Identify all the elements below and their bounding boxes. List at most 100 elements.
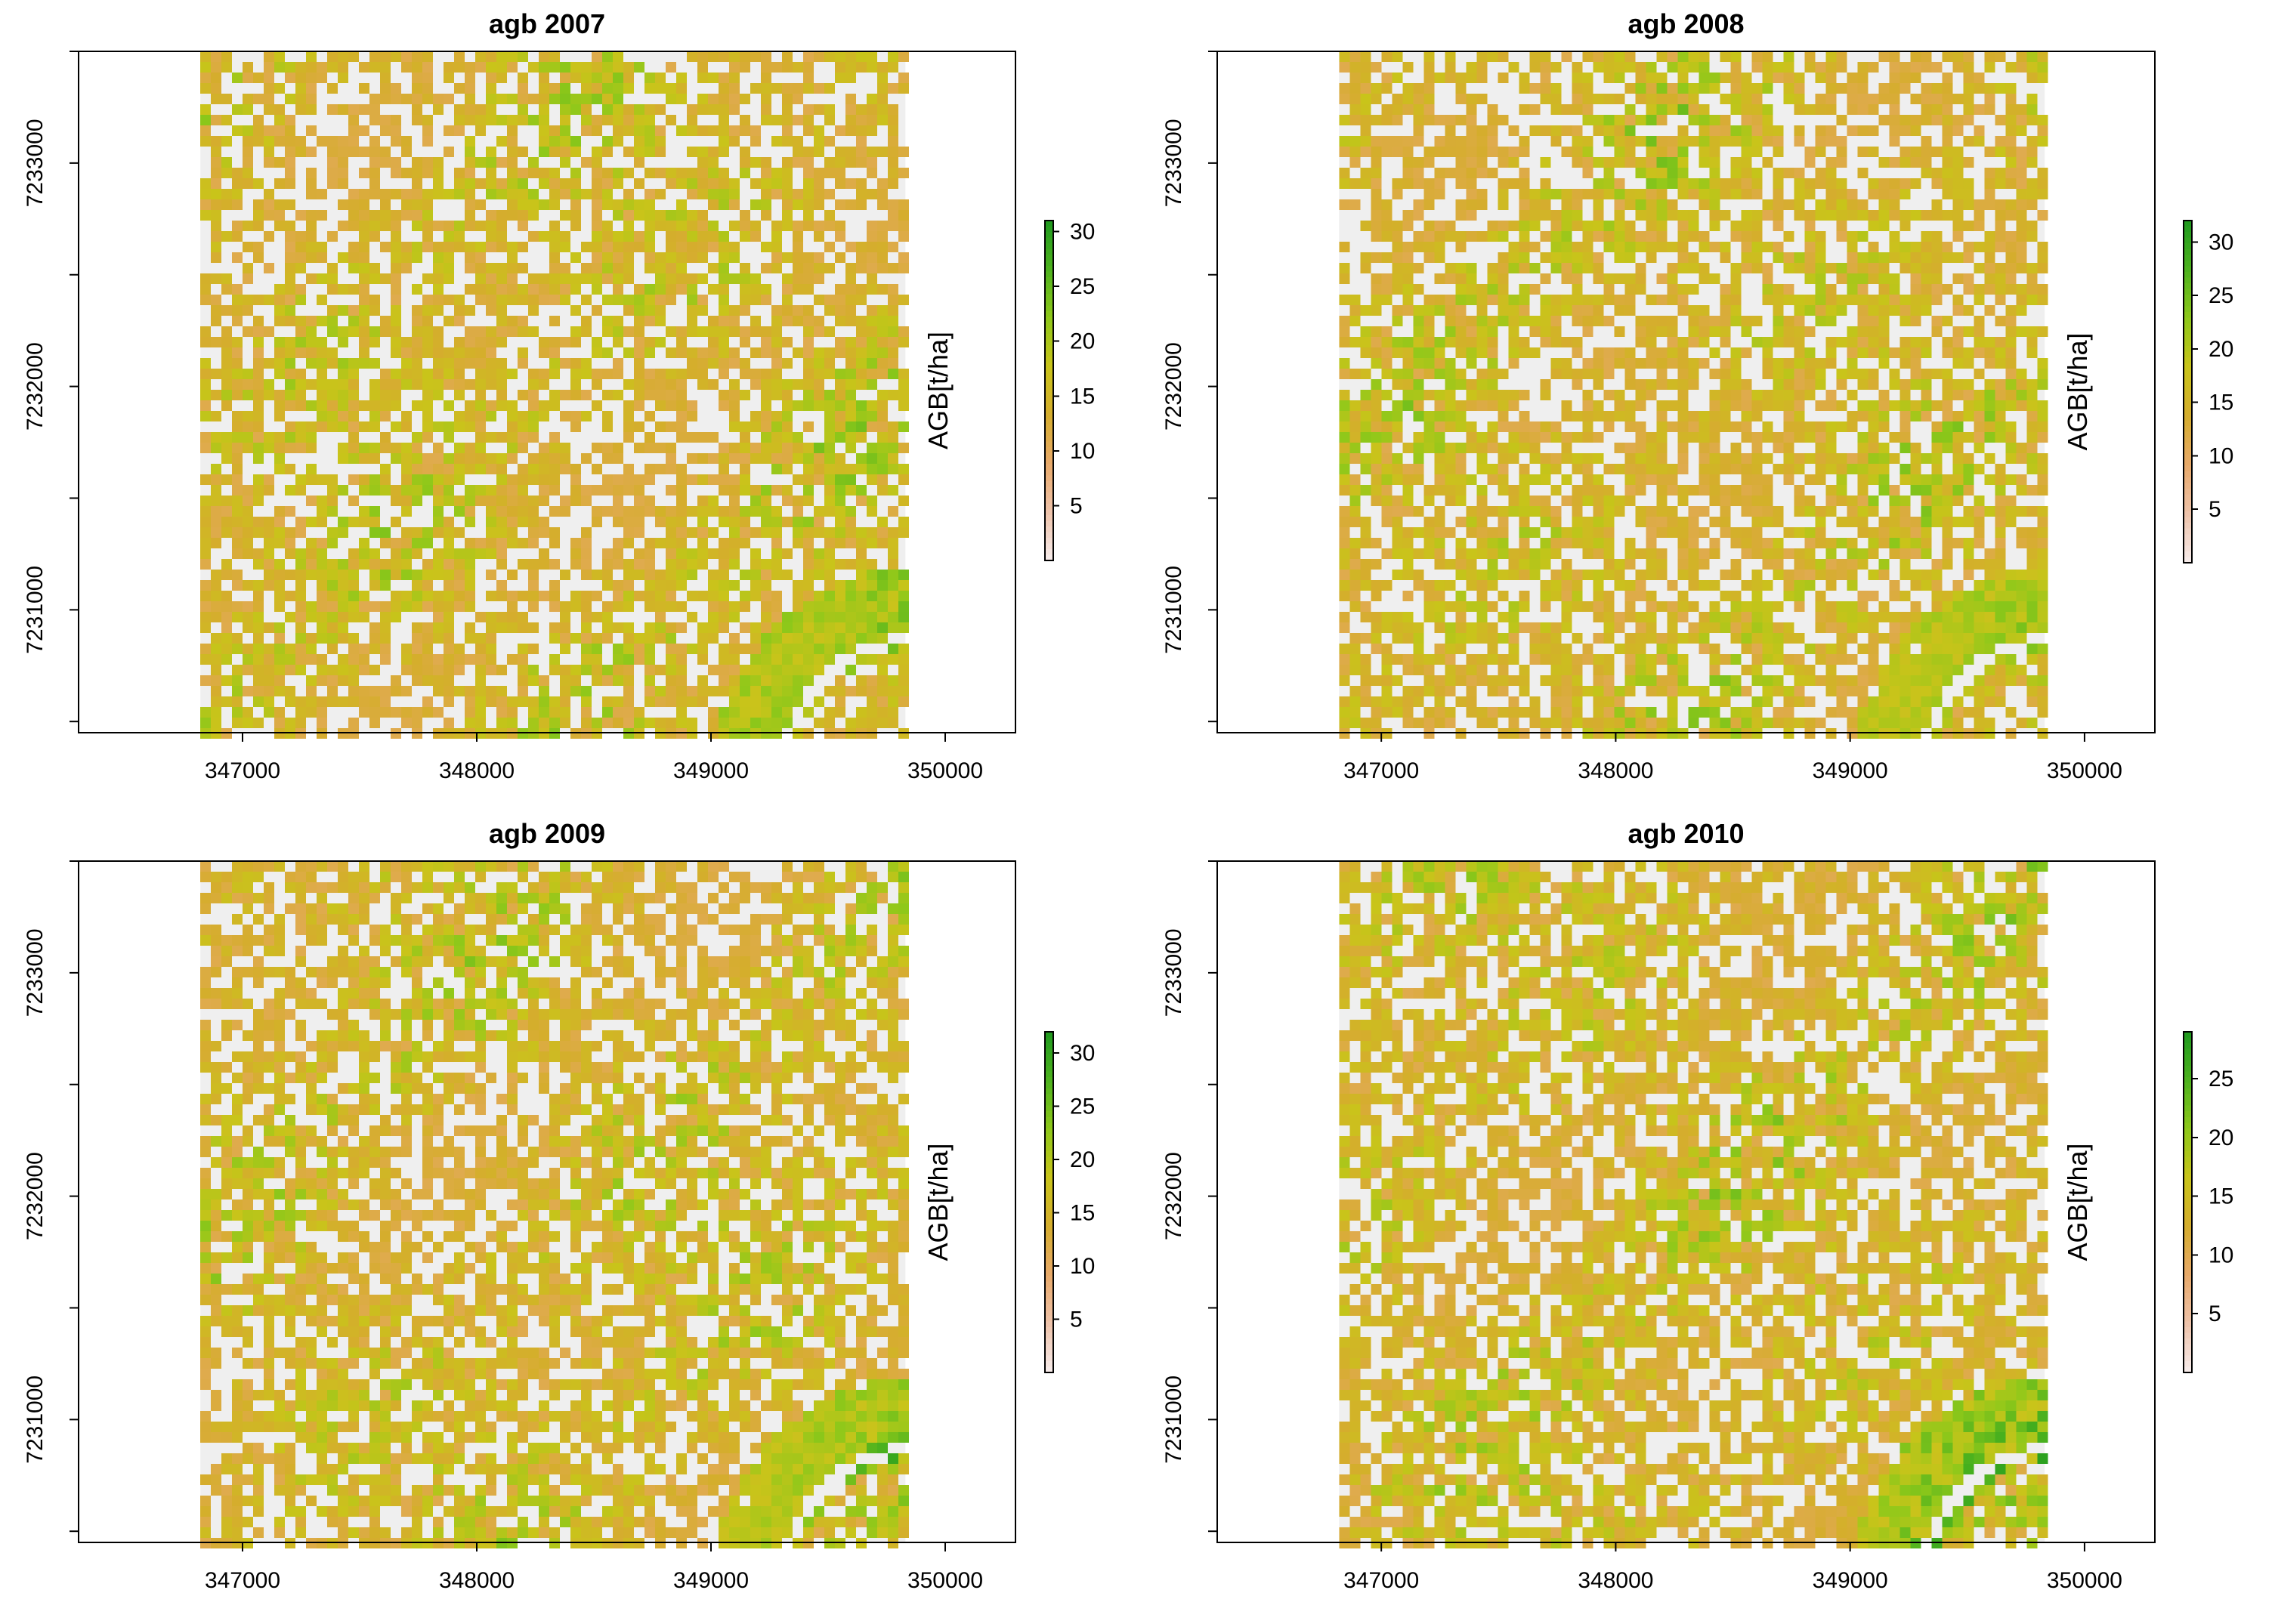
raster-cell (1434, 136, 1445, 147)
raster-cell (867, 506, 878, 517)
raster-cell (1550, 295, 1562, 305)
raster-cell (274, 284, 286, 295)
raster-cell (1815, 358, 1826, 369)
raster-cell (1699, 189, 1710, 199)
raster-cell (1730, 51, 1742, 62)
raster-cell (1984, 358, 1995, 369)
raster-cell (1614, 221, 1625, 231)
raster-cell (253, 453, 264, 464)
raster-cell (306, 51, 317, 62)
raster-cell (560, 62, 571, 73)
raster-cell (845, 369, 857, 379)
raster-cell (1751, 83, 1763, 94)
raster-cell (581, 496, 592, 506)
raster-cell (317, 379, 328, 390)
raster-cell (1942, 115, 1953, 125)
raster-cell (877, 696, 889, 707)
raster-cell (295, 231, 307, 242)
raster-cell (803, 83, 814, 94)
raster-cell (1974, 210, 1985, 221)
raster-cell (676, 718, 688, 728)
raster-cell (2005, 157, 2017, 168)
raster-cell (454, 379, 465, 390)
raster-cell (613, 210, 624, 221)
raster-cell (496, 295, 508, 305)
raster-cell (1371, 400, 1382, 411)
raster-cell (1963, 326, 1974, 337)
raster-cell (285, 570, 296, 580)
raster-cell (729, 189, 740, 199)
raster-cell (1688, 178, 1699, 189)
raster-cell (856, 538, 867, 548)
raster-cell (824, 432, 836, 443)
raster-cell (1392, 147, 1403, 157)
raster-cell (1434, 252, 1445, 263)
raster-cell (1381, 432, 1393, 443)
raster-cell (200, 517, 212, 527)
raster-cell (1487, 115, 1498, 125)
raster-cell (592, 125, 603, 136)
raster-cell (518, 665, 529, 675)
raster-cell (1593, 400, 1604, 411)
raster-cell (232, 432, 243, 443)
raster-cell (2005, 231, 2017, 242)
raster-cell (1371, 421, 1382, 432)
raster-cell (835, 707, 846, 718)
raster-cell (549, 665, 561, 675)
raster-cell (1952, 432, 1964, 443)
raster-cell (1635, 337, 1646, 347)
raster-cell (295, 295, 307, 305)
raster-cell (496, 496, 508, 506)
raster-cell (729, 316, 740, 326)
raster-cell (1677, 252, 1689, 263)
raster-cell (2016, 390, 2027, 400)
raster-cell (623, 62, 635, 73)
raster-cell (1582, 263, 1593, 273)
raster-cell (888, 263, 899, 273)
raster-cell (1561, 295, 1572, 305)
legend-swatch (1045, 379, 1053, 386)
raster-cell (1339, 316, 1350, 326)
raster-cell (1646, 474, 1657, 485)
raster-cell (824, 136, 836, 147)
raster-cell (1550, 242, 1562, 252)
raster-cell (1931, 474, 1943, 485)
raster-cell (549, 273, 561, 284)
raster-cell (327, 686, 338, 696)
raster-cell (845, 62, 857, 73)
raster-cell (454, 665, 465, 675)
raster-cell (1529, 210, 1541, 221)
raster-cell (1360, 62, 1371, 73)
raster-cell (1709, 474, 1720, 485)
raster-cell (549, 506, 561, 517)
raster-cell (1847, 347, 1858, 358)
raster-cell (1498, 115, 1509, 125)
raster-cell (1381, 210, 1393, 221)
raster-cell (306, 104, 317, 115)
raster-cell (814, 51, 825, 62)
raster-cell (1455, 474, 1467, 485)
raster-cell (348, 136, 360, 147)
raster-cell (835, 517, 846, 527)
raster-cell (1646, 83, 1657, 94)
raster-cell (1582, 168, 1593, 178)
raster-cell (412, 538, 423, 548)
raster-cell (845, 464, 857, 474)
raster-cell (1360, 168, 1371, 178)
raster-cell (761, 347, 772, 358)
raster-cell (1593, 358, 1604, 369)
raster-cell (274, 718, 286, 728)
raster-cell (581, 104, 592, 115)
raster-cell (369, 273, 381, 284)
raster-cell (306, 675, 317, 686)
raster-cell (200, 104, 212, 115)
raster-cell (496, 379, 508, 390)
raster-cell (2005, 147, 2017, 157)
raster-cell (697, 548, 709, 559)
raster-cell (1963, 221, 1974, 231)
raster-cell (771, 115, 783, 125)
raster-cell (1413, 104, 1424, 115)
raster-cell (1857, 210, 1869, 221)
raster-cell (761, 326, 772, 337)
